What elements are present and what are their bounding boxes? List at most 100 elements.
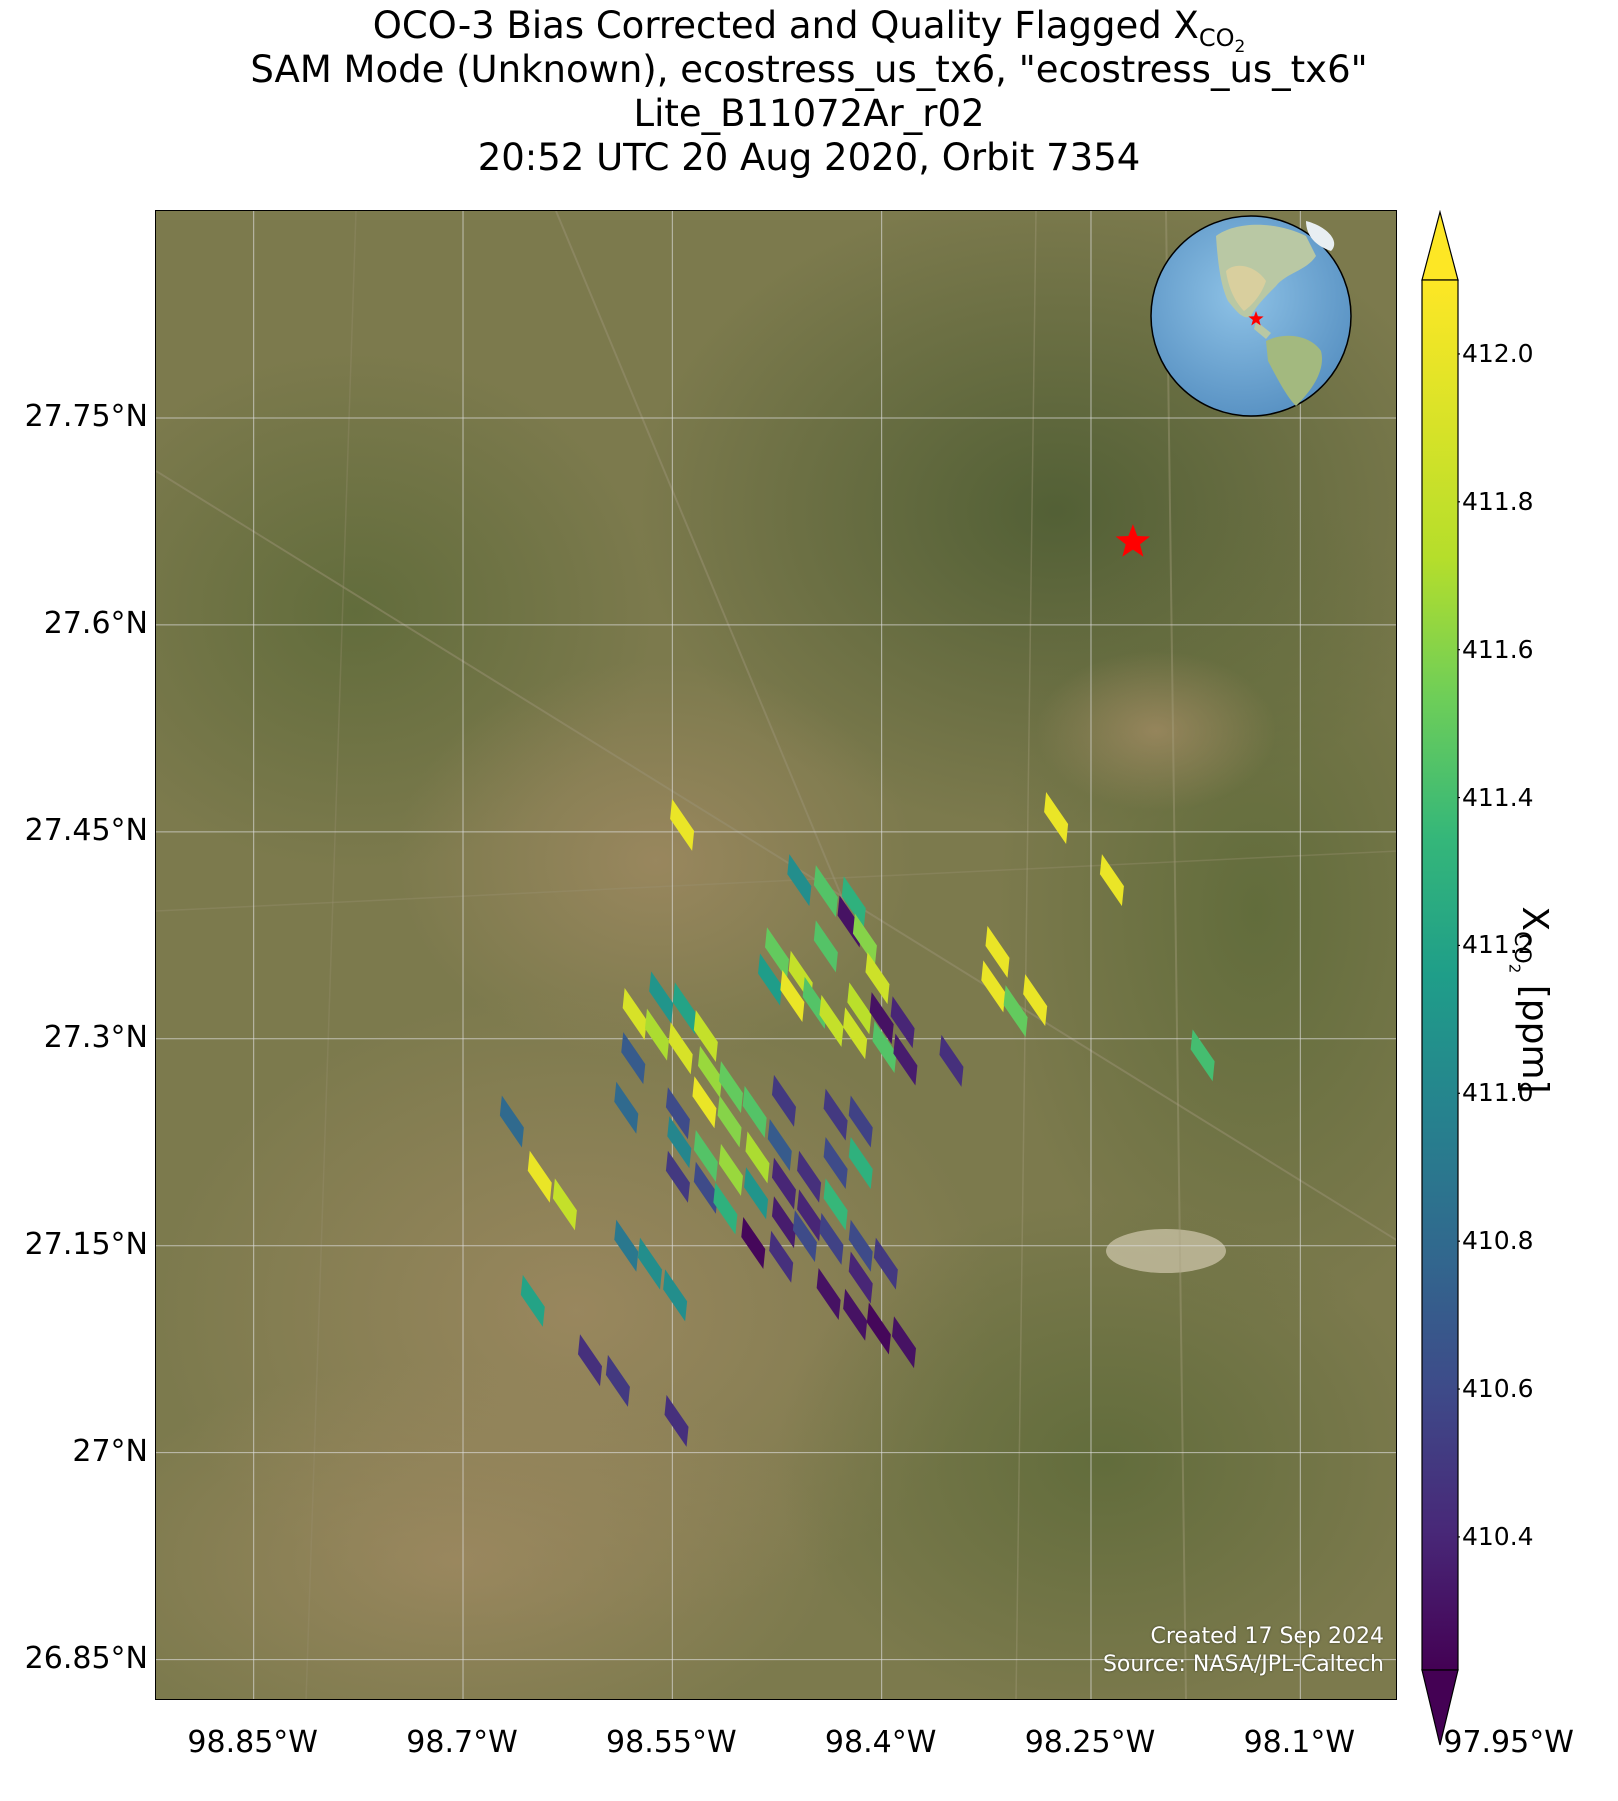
sounding-footprint [758,953,783,1006]
sounding-footprint [797,1189,822,1242]
lon-tick-label: 98.25°W [1024,1725,1156,1760]
sounding-footprint [848,1095,873,1148]
sounding-footprint [797,1150,822,1203]
sounding-footprint [667,1116,692,1169]
sounding-footprint [718,1143,743,1196]
sounding-footprint [698,1045,723,1098]
lon-tick-label: 98.4°W [824,1725,937,1760]
sounding-footprint [614,1081,639,1134]
sounding-footprint [866,1302,891,1355]
sounding-footprint [771,1196,796,1249]
sounding-footprint [692,1076,717,1129]
target-star-icon [1115,524,1150,557]
sounding-footprint [578,1334,603,1387]
sounding-footprint [865,952,890,1005]
lon-tick-label: 98.7°W [406,1725,518,1760]
sounding-footprint [848,1251,873,1304]
graticule [156,211,1396,1699]
sounding-footprint [823,1088,848,1141]
sounding-footprint [638,1237,663,1290]
sounding-footprint [848,1219,873,1272]
lat-tick-label: 27.3°N [43,1019,148,1055]
sounding-footprint [670,798,695,851]
credit-source: Source: NASA/JPL-Caltech [1102,1652,1384,1677]
sounding-footprint [499,1095,524,1148]
title-line-1: OCO-3 Bias Corrected and Quality Flagged… [372,4,1246,58]
globe-marker-star-icon [1248,311,1264,326]
sounding-footprint [605,1354,630,1407]
sounding-footprint [890,996,915,1049]
sounding-footprint [744,1167,769,1220]
colorbar [1421,210,1460,1746]
colorbar-tick-label: 410.8 [1462,1226,1534,1256]
sounding-footprint [664,1394,689,1447]
sounding-footprint [848,1136,873,1189]
sounding-footprint [816,1268,841,1321]
sounding-footprint [1023,974,1048,1027]
lat-tick-label: 26.85°N [24,1640,148,1676]
sounding-footprint [614,1219,639,1272]
sounding-footprint [767,1119,792,1172]
colorbar-tick-label: 410.6 [1462,1374,1534,1404]
sounding-footprint [649,971,674,1024]
sounding-footprint [552,1178,577,1231]
sounding-footprint [713,1182,738,1235]
sounding-footprint [843,1007,868,1060]
lon-tick-label: 97.95°W [1443,1725,1574,1760]
map-panel[interactable]: Created 17 Sep 2024 Source: NASA/JPL-Cal… [155,210,1397,1700]
colorbar-extend-min [1421,1669,1459,1746]
sounding-footprint [873,1237,898,1290]
lon-tick-label: 98.85°W [187,1725,318,1760]
colorbar-tick-label: 412.0 [1462,338,1534,368]
sounding-footprint [843,1288,868,1341]
sounding-footprint [693,1010,718,1063]
sounding-footprint [823,1136,848,1189]
sounding-footprint [869,992,894,1045]
sounding-footprint [717,1095,742,1148]
sounding-footprint [813,865,838,918]
sounding-footprint [771,1074,796,1127]
sounding-footprint [841,876,866,929]
sounding-footprint [745,1131,770,1184]
sounding-footprint [852,913,877,966]
lat-tick-label: 27.15°N [24,1226,148,1262]
inset-globe [1150,215,1352,417]
lon-tick-label: 98.55°W [606,1725,737,1760]
sounding-footprint [893,1033,918,1086]
colorbar-label: XCO2 [ppm] [1505,906,1555,1094]
sounding-footprint [939,1034,964,1087]
sounding-footprint [718,1061,743,1114]
colorbar-tick-label: 411.4 [1462,782,1534,812]
sounding-footprint [644,1008,669,1061]
credit-created: Created 17 Sep 2024 [1150,1624,1385,1649]
sounding-footprint [872,1021,897,1074]
sounding-footprint [621,1032,646,1085]
sounding-footprint [792,1210,817,1263]
sounding-footprint [527,1150,552,1203]
sounding-footprint [741,1216,766,1269]
sounding-footprint [520,1274,545,1327]
sounding-footprint [819,1212,844,1265]
sounding-footprint [847,982,872,1035]
sounding-footprint [665,1087,690,1140]
target-site-star-icon [1115,524,1150,557]
colorbar-tick-label: 410.4 [1462,1521,1534,1551]
sounding-footprint [765,927,789,980]
lat-tick-label: 27°N [72,1433,148,1469]
lat-tick-label: 27.6°N [43,605,148,641]
lat-tick-label: 27.75°N [24,398,148,434]
colorbar-extend-max [1421,210,1459,281]
lon-tick-label: 98.1°W [1243,1725,1356,1760]
sounding-footprint [769,1230,794,1283]
sounding-footprint [663,1269,688,1322]
sounding-footprint [823,1178,848,1231]
colorbar-tick-label: 411.8 [1462,486,1534,516]
sounding-footprint [1190,1029,1215,1082]
sounding-footprint [1099,854,1124,907]
sounding-footprint [665,1150,690,1203]
sounding-footprint [780,970,805,1023]
sounding-footprint [813,920,838,973]
colorbar-tick-label: 411.2 [1462,930,1534,960]
colorbar-body [1421,279,1459,1671]
sounding-footprint [693,1130,718,1183]
